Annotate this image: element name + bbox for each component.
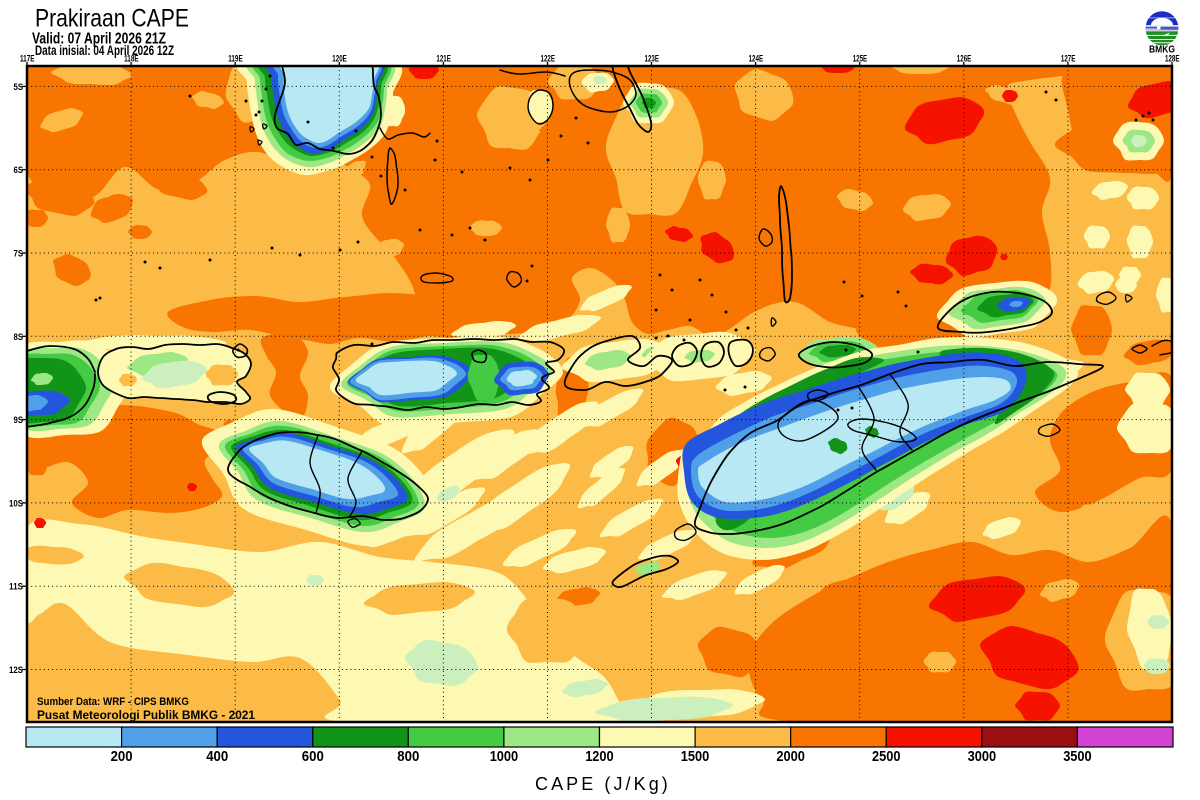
svg-text:7S: 7S [14, 249, 24, 260]
svg-text:3500: 3500 [1063, 749, 1092, 765]
svg-text:124E: 124E [749, 54, 764, 65]
svg-text:5S: 5S [14, 82, 24, 93]
svg-text:1200: 1200 [585, 749, 614, 765]
svg-text:Prakiraan CAPE: Prakiraan CAPE [35, 5, 189, 33]
svg-text:10S: 10S [9, 498, 23, 509]
svg-text:Valid: 07 April 2026 21Z: Valid: 07 April 2026 21Z [32, 31, 166, 48]
svg-text:119E: 119E [228, 54, 243, 65]
svg-text:11S: 11S [9, 582, 23, 593]
svg-text:125E: 125E [853, 54, 868, 65]
svg-text:120E: 120E [332, 54, 347, 65]
svg-text:Pusat Meteorologi Publik BMKG: Pusat Meteorologi Publik BMKG - 2021 [37, 708, 255, 722]
svg-text:127E: 127E [1061, 54, 1076, 65]
svg-text:128E: 128E [1165, 54, 1180, 65]
svg-text:Data inisial: 04 April 2026 12: Data inisial: 04 April 2026 12Z [35, 42, 174, 58]
svg-text:122E: 122E [541, 54, 556, 65]
svg-text:CAPE (J/Kg): CAPE (J/Kg) [535, 774, 670, 794]
svg-text:800: 800 [397, 749, 419, 765]
svg-text:200: 200 [111, 749, 133, 765]
svg-text:121E: 121E [436, 54, 451, 65]
svg-text:1500: 1500 [681, 749, 710, 765]
svg-text:BMKG: BMKG [1149, 44, 1175, 56]
svg-text:3000: 3000 [968, 749, 997, 765]
svg-text:2500: 2500 [872, 749, 901, 765]
svg-text:12S: 12S [9, 665, 23, 676]
svg-text:6S: 6S [14, 165, 24, 176]
svg-text:1000: 1000 [490, 749, 519, 765]
svg-text:123E: 123E [645, 54, 660, 65]
svg-text:600: 600 [302, 749, 324, 765]
svg-text:2000: 2000 [776, 749, 805, 765]
svg-text:Sumber Data: WRF - CIPS BMKG: Sumber Data: WRF - CIPS BMKG [37, 696, 189, 708]
svg-text:117E: 117E [20, 54, 35, 65]
svg-text:126E: 126E [957, 54, 972, 65]
svg-text:400: 400 [206, 749, 228, 765]
svg-text:8S: 8S [14, 332, 24, 343]
svg-text:118E: 118E [124, 54, 139, 65]
svg-text:9S: 9S [14, 415, 24, 426]
